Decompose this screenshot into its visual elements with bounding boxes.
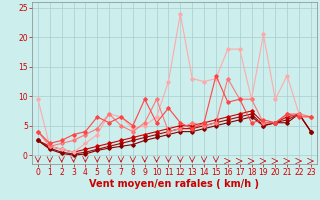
X-axis label: Vent moyen/en rafales ( km/h ): Vent moyen/en rafales ( km/h ) [89, 179, 260, 189]
